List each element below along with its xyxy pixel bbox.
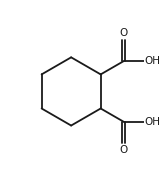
Text: O: O [119,145,128,155]
Text: O: O [119,28,128,38]
Text: OH: OH [144,117,160,127]
Text: OH: OH [144,56,160,66]
